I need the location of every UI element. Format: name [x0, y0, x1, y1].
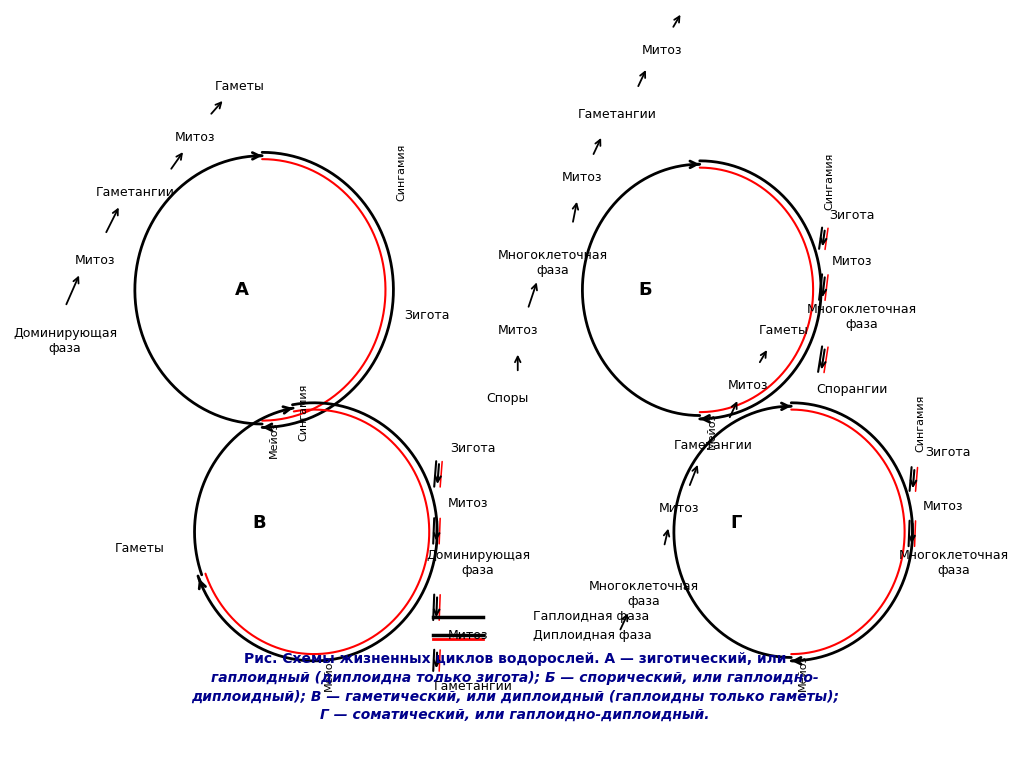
Text: Мейоз: Мейоз [269, 421, 280, 458]
Text: Митоз: Митоз [447, 497, 488, 510]
Text: Митоз: Митоз [642, 44, 682, 57]
Text: Митоз: Митоз [924, 500, 964, 513]
Text: Мейоз: Мейоз [707, 413, 717, 449]
Text: Г — соматический, или гаплоидно-диплоидный.: Г — соматический, или гаплоидно-диплоидн… [321, 708, 710, 723]
Text: Митоз: Митоз [498, 324, 538, 337]
Text: Гаметы: Гаметы [759, 324, 808, 337]
Text: Гаметангии: Гаметангии [433, 680, 512, 693]
Text: Доминирующая
фаза: Доминирующая фаза [426, 549, 530, 578]
Text: Зигота: Зигота [829, 209, 874, 222]
Text: Многоклеточная
фаза: Многоклеточная фаза [807, 303, 916, 331]
Text: Гаметангии: Гаметангии [578, 107, 656, 120]
Text: Зигота: Зигота [926, 446, 971, 459]
Text: Сингамия: Сингамия [396, 144, 407, 202]
Text: Споры: Споры [486, 392, 529, 405]
Text: Б: Б [638, 281, 652, 299]
Text: Митоз: Митоз [658, 502, 699, 515]
Text: Зигота: Зигота [451, 442, 496, 455]
Text: Мейоз: Мейоз [798, 654, 808, 691]
Text: В: В [252, 515, 266, 532]
Text: Сингамия: Сингамия [824, 153, 834, 210]
Text: Гаметы: Гаметы [214, 80, 264, 93]
Text: А: А [236, 281, 249, 299]
Text: Гаметы: Гаметы [115, 542, 165, 555]
Text: Митоз: Митоз [75, 254, 116, 267]
Text: гаплоидный (диплоидна только зигота); Б — спорический, или гаплоидно-: гаплоидный (диплоидна только зигота); Б … [211, 671, 818, 685]
Text: Сингамия: Сингамия [915, 394, 926, 452]
Text: Митоз: Митоз [728, 380, 769, 392]
Text: Гаметангии: Гаметангии [674, 439, 753, 452]
Text: Митоз: Митоз [174, 130, 215, 143]
Text: Митоз: Митоз [562, 171, 603, 184]
Text: Зигота: Зигота [404, 309, 450, 322]
Text: Гаметангии: Гаметангии [95, 186, 174, 199]
Text: Многоклеточная
фаза: Многоклеточная фаза [898, 549, 1009, 578]
Text: Многоклеточная
фаза: Многоклеточная фаза [498, 249, 607, 277]
Text: Сингамия: Сингамия [298, 384, 308, 441]
Text: Митоз: Митоз [831, 255, 872, 268]
Text: Спорангии: Спорангии [816, 383, 888, 396]
Text: диплоидный); В — гаметический, или диплоидный (гаплоидны только гаметы);: диплоидный); В — гаметический, или дипло… [190, 690, 839, 703]
Text: Доминирующая
фаза: Доминирующая фаза [13, 327, 118, 355]
Text: Многоклеточная
фаза: Многоклеточная фаза [589, 580, 699, 607]
Text: Митоз: Митоз [447, 629, 488, 642]
Text: Мейоз: Мейоз [324, 654, 334, 691]
Text: Рис. Схемы жизненных циклов водорослей. А — зиготический, или: Рис. Схемы жизненных циклов водорослей. … [244, 652, 786, 667]
Text: Гаметы: Гаметы [672, 0, 722, 2]
Text: Диплоидная фаза: Диплоидная фаза [532, 629, 651, 642]
Text: Гаплоидная фаза: Гаплоидная фаза [532, 611, 649, 624]
Text: Г: Г [731, 515, 742, 532]
